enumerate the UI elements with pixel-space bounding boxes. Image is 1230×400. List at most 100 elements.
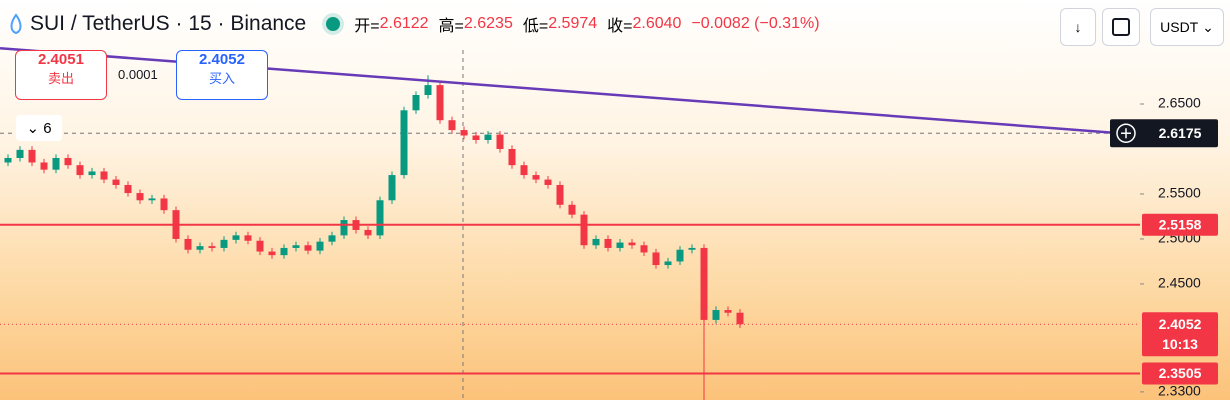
coin-icon — [10, 13, 22, 35]
price-badge — [1142, 213, 1218, 236]
candle-body — [568, 204, 576, 215]
candle-body — [232, 235, 240, 240]
candle-body — [520, 165, 528, 176]
candle-body — [76, 165, 84, 176]
high-value: 2.6235 — [463, 15, 513, 32]
candle-body — [280, 247, 288, 256]
candle-body — [712, 310, 720, 320]
candle-body — [196, 246, 204, 250]
candle-body — [304, 245, 312, 251]
close-value: 2.6040 — [632, 15, 682, 32]
buy-label: 买入 — [208, 71, 235, 86]
price-badge — [1142, 362, 1218, 385]
candle-body — [412, 95, 420, 111]
trendline — [0, 46, 1121, 135]
candle-body — [460, 130, 468, 136]
status-dot — [326, 17, 341, 31]
candle-body — [28, 149, 36, 163]
last-price-badge — [1142, 312, 1218, 357]
indicator-count: 6 — [43, 119, 52, 137]
candle-body — [472, 135, 480, 140]
candle-body — [292, 245, 300, 248]
candle-body — [328, 235, 336, 242]
candle-body — [148, 198, 156, 201]
candle-body — [88, 171, 96, 176]
candle-body — [652, 252, 660, 266]
candle-body — [616, 242, 624, 248]
candle-body — [640, 245, 648, 253]
candle-body — [580, 214, 588, 246]
candle-body — [628, 242, 636, 246]
candle-body — [448, 120, 456, 131]
candle-body — [136, 193, 144, 201]
candle-body — [124, 184, 132, 194]
candle-body — [592, 238, 600, 246]
candle-body — [436, 85, 444, 121]
buy-button[interactable]: 2.4052 买入 — [176, 50, 268, 100]
last-price-label: 2.4052 — [1159, 316, 1202, 332]
candle-body — [400, 110, 408, 176]
candle-body — [64, 157, 72, 166]
y-tick-label: 2.4500 — [1158, 275, 1201, 291]
candle-body — [700, 247, 708, 320]
open-label: 开= — [354, 18, 380, 35]
high-label: 高= — [438, 18, 464, 35]
crosshair-badge — [1110, 119, 1218, 148]
y-tick-label: 2.6500 — [1158, 95, 1201, 111]
candle-body — [220, 239, 228, 248]
candle-body — [484, 134, 492, 140]
spread: 0.0001 — [118, 67, 158, 82]
candle-body — [688, 247, 696, 250]
currency: USDT — [1160, 19, 1199, 35]
candle-body — [496, 134, 504, 149]
y-tick-label: 2.3300 — [1158, 383, 1201, 399]
add-icon — [1116, 123, 1136, 143]
indicator-toggle[interactable]: ⌄ 6 — [16, 115, 62, 141]
candle-body — [364, 229, 372, 236]
crosshair-price: 2.6175 — [1159, 125, 1202, 141]
candle-body — [676, 249, 684, 262]
candle-body — [340, 220, 348, 236]
fullscreen-icon — [1112, 18, 1130, 36]
candle-body — [544, 179, 552, 185]
candle-body — [532, 175, 540, 180]
open-value: 2.6122 — [379, 15, 429, 32]
price-badge-label: 2.3505 — [1159, 365, 1202, 381]
candle-body — [208, 246, 216, 248]
sell-price: 2.4051 — [38, 51, 84, 68]
candle-body — [508, 148, 516, 166]
sell-button[interactable]: 2.4051 卖出 — [15, 50, 107, 100]
candle-body — [424, 85, 432, 96]
close-label: 收= — [607, 18, 633, 35]
y-tick-label: 2.5500 — [1158, 185, 1201, 201]
candle-body — [184, 238, 192, 250]
candle-body — [100, 171, 108, 180]
candle-body — [724, 310, 732, 313]
currency-button[interactable]: USDT ⌄ — [1150, 8, 1224, 46]
candle-body — [664, 261, 672, 266]
candle-body — [604, 238, 612, 248]
symbol[interactable]: SUI / TetherUS · 15 · Binance — [30, 12, 307, 35]
candle-body — [268, 251, 276, 256]
download-button[interactable]: ↓ — [1060, 8, 1096, 46]
low-value: 2.5974 — [548, 15, 598, 32]
candle-body — [388, 175, 396, 201]
candle-body — [16, 149, 24, 158]
candle-body — [40, 162, 48, 170]
candle-body — [736, 312, 744, 325]
candle-body — [316, 241, 324, 251]
buy-price: 2.4052 — [199, 51, 245, 68]
low-label: 低= — [522, 18, 549, 35]
candle-body — [4, 157, 12, 163]
legend-bar: SUI / TetherUS · 15 · Binance 开= 2.6122 高… — [6, 12, 820, 36]
candle-body — [376, 200, 384, 236]
candle-body — [112, 179, 120, 185]
sell-label: 卖出 — [47, 71, 74, 86]
fullscreen-button[interactable] — [1102, 8, 1140, 46]
countdown: 10:13 — [1162, 336, 1198, 352]
candle-body — [52, 157, 60, 170]
change: −0.0082 (−0.31%) — [691, 15, 820, 32]
candle-body — [160, 198, 168, 211]
